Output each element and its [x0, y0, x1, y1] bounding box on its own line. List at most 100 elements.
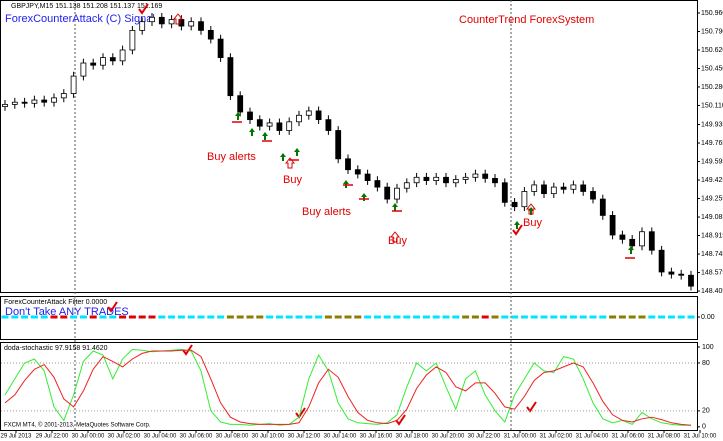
- annotation: Buy: [283, 174, 302, 186]
- candle-body: [109, 57, 116, 62]
- x-tick-label: 31 Jul 08:00: [648, 434, 681, 440]
- candle-body: [452, 179, 459, 184]
- candle-body: [286, 121, 293, 131]
- candle-body: [315, 110, 322, 121]
- candle-body: [207, 29, 214, 40]
- header: GBPJPY,M15 151.138 151.208 151.137 151.1…: [11, 3, 162, 10]
- y-tick-label: 148.575: [701, 269, 723, 276]
- candle-body: [668, 271, 675, 275]
- candle-body: [560, 186, 567, 190]
- x-tick-label: 31 Jul 00:00: [504, 434, 537, 440]
- candle-body: [217, 38, 224, 58]
- y-tick-label: 0.00: [701, 314, 715, 321]
- x-tick-label: 31 Jul 06:00: [612, 434, 645, 440]
- candle-body: [501, 182, 508, 203]
- stoch-panel: [0, 342, 698, 431]
- candle-body: [100, 57, 106, 66]
- candle-body: [511, 201, 518, 208]
- filter-annotation: Don't Take ANY TRADES: [5, 306, 129, 318]
- check-mark: [512, 224, 523, 236]
- stoch-line: [4, 348, 691, 426]
- candle-body: [443, 176, 449, 184]
- y-tick-label: 149.595: [701, 158, 723, 165]
- candle-body: [178, 19, 185, 27]
- buy-arrow: [514, 221, 520, 229]
- candle-body: [345, 158, 351, 171]
- candle-body: [276, 122, 283, 131]
- y-tick-label: 150.110: [701, 102, 723, 109]
- candle-body: [394, 187, 400, 200]
- y-tick-label: 149.935: [701, 121, 723, 128]
- candle-body: [41, 99, 48, 103]
- candle-body: [648, 231, 655, 251]
- y-tick-label: 150.960: [701, 10, 723, 17]
- buy-arrow: [343, 180, 349, 188]
- stoch-line: [4, 349, 692, 426]
- stoch-title: doda-stochastic 97.9158 91.4620: [4, 345, 108, 352]
- candle-body: [492, 177, 498, 184]
- candle-body: [296, 114, 302, 123]
- candle-body: [590, 191, 596, 200]
- candle-body: [354, 169, 361, 175]
- x-tick-label: 30 Jul 14:00: [324, 434, 357, 440]
- x-tick-label: 30 Jul 02:00: [108, 434, 141, 440]
- footer: FXCM MT4, © 2001-2013, MetaQuotes Softwa…: [4, 422, 151, 429]
- buy-arrow: [361, 193, 367, 201]
- candle-body: [70, 75, 77, 94]
- y-tick-label: 150.790: [701, 28, 723, 35]
- candle-body: [521, 191, 528, 208]
- y-tick-label: 20: [702, 408, 710, 415]
- candle-body: [139, 21, 146, 31]
- check-mark: [526, 401, 537, 413]
- alert-arrow: [389, 231, 401, 243]
- candle-body: [433, 176, 440, 181]
- x-tick-label: 29 Jul 22:00: [36, 434, 69, 440]
- candle-body: [90, 62, 97, 66]
- candle-body: [541, 184, 547, 195]
- candle-body: [658, 249, 665, 273]
- candle-body: [609, 215, 616, 236]
- x-tick-label: 30 Jul 18:00: [396, 434, 429, 440]
- candle-body: [51, 97, 57, 103]
- candle-body: [688, 274, 694, 287]
- candle-body: [149, 16, 155, 23]
- candle-body: [227, 57, 234, 97]
- candle-body: [413, 176, 420, 184]
- y-tick-label: 148.745: [701, 251, 723, 258]
- x-tick-label: 30 Jul 10:00: [252, 434, 285, 440]
- candle-body: [198, 21, 204, 31]
- x-tick-label: 30 Jul 00:00: [72, 434, 105, 440]
- x-tick-label: 30 Jul 08:00: [216, 434, 249, 440]
- candle-body: [423, 176, 430, 181]
- x-tick-label: 30 Jul 12:00: [288, 434, 321, 440]
- candle-body: [11, 101, 18, 105]
- buy-arrow: [392, 203, 398, 211]
- check-mark: [138, 3, 149, 15]
- candle-body: [266, 122, 273, 127]
- x-tick-label: 31 Jul 04:00: [576, 434, 609, 440]
- y-tick-label: 150.620: [701, 47, 723, 54]
- y-tick-label: 80: [702, 360, 710, 367]
- y-tick-label: 0: [702, 424, 706, 431]
- candle-body: [639, 231, 645, 247]
- filter-title: ForexCounterAttack Filter 0.0000: [4, 299, 107, 306]
- x-tick-label: 29 Jul 2013: [0, 434, 32, 440]
- buy-arrow: [628, 246, 634, 254]
- buy-arrow: [294, 148, 300, 156]
- filter-panel: [0, 296, 698, 340]
- candle-body: [247, 111, 253, 121]
- x-tick-label: 30 Jul 04:00: [144, 434, 177, 440]
- y-tick-label: 149.425: [701, 177, 723, 184]
- candle-body: [619, 234, 626, 240]
- candle-body: [31, 99, 38, 104]
- candle-body: [325, 119, 332, 131]
- candle-body: [158, 16, 165, 25]
- buy-arrow: [280, 153, 286, 161]
- y-tick-label: 149.085: [701, 214, 723, 221]
- candle-body: [384, 186, 391, 200]
- candle-body: [678, 273, 685, 276]
- candle-body: [256, 119, 263, 127]
- x-tick-label: 31 Jul 10:00: [684, 434, 717, 440]
- candle-body: [2, 103, 8, 107]
